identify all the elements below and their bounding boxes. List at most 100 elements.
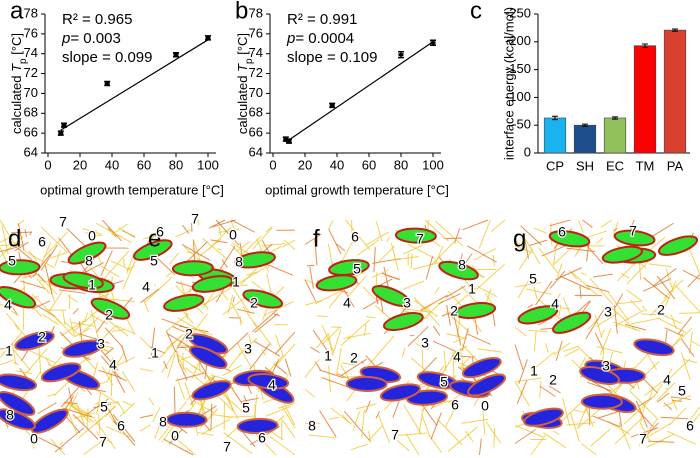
mesh-line	[577, 219, 584, 233]
y-tick-label: 76	[249, 25, 263, 40]
mesh-line	[635, 400, 648, 428]
mesh-line	[629, 390, 658, 420]
mesh-line	[154, 420, 162, 440]
mesh-line	[157, 335, 182, 360]
mesh-line	[405, 433, 420, 456]
mesh-line	[514, 245, 533, 254]
helix-blue	[62, 339, 104, 358]
mesh-line	[514, 344, 524, 371]
helix-green	[371, 285, 412, 308]
mesh-line	[41, 313, 59, 326]
mesh-line	[612, 221, 619, 237]
helix-label: 5	[100, 399, 108, 415]
panel-label: a	[10, 0, 24, 24]
mesh-line	[230, 219, 237, 233]
mesh-line	[0, 244, 23, 247]
mesh-line	[217, 245, 236, 274]
mesh-line	[639, 422, 651, 442]
mesh-line	[663, 280, 677, 311]
mesh-line	[367, 335, 395, 366]
mesh-line	[453, 359, 470, 368]
mesh-line	[345, 219, 371, 250]
mesh-line	[100, 265, 120, 278]
x-tick-label: 40	[330, 157, 344, 172]
mesh-line	[352, 411, 361, 432]
mesh-line	[319, 369, 344, 379]
mesh-line	[201, 418, 231, 435]
mesh-line	[142, 234, 163, 240]
mesh-line	[193, 400, 215, 414]
mesh-line	[340, 375, 360, 379]
mesh-line	[580, 272, 587, 276]
mesh-line	[168, 428, 183, 445]
x-tick-label: EC	[606, 158, 624, 173]
helix-blue	[579, 366, 620, 385]
y-tick-label: 78	[24, 5, 38, 20]
mesh-line	[60, 383, 82, 408]
mesh-line	[523, 234, 529, 259]
mesh-line	[94, 419, 116, 450]
fit-line	[60, 39, 209, 131]
helix-blue	[467, 373, 507, 397]
mesh-line	[304, 279, 317, 302]
mesh-line	[549, 219, 571, 227]
mesh-line	[462, 219, 489, 231]
helix-label: 4	[551, 296, 559, 312]
mesh-line	[373, 246, 376, 273]
mesh-line	[596, 237, 604, 245]
mesh-line	[514, 381, 530, 407]
mesh-line	[343, 411, 371, 442]
mesh-line	[446, 333, 468, 340]
mesh-line	[111, 280, 124, 285]
mesh-line	[328, 229, 342, 255]
helix-blue	[40, 362, 82, 383]
mesh-line	[543, 432, 567, 449]
mesh-line	[0, 236, 24, 258]
mesh-line	[553, 430, 560, 435]
x-axis-label: optimal growth temperature [°C]	[40, 182, 224, 197]
mesh-line	[0, 359, 14, 366]
mesh-line	[231, 219, 256, 233]
helix-green	[191, 275, 234, 293]
mesh-line	[445, 311, 470, 333]
mesh-line	[648, 440, 675, 443]
mesh-line	[150, 327, 156, 356]
y-tick-label: -250	[505, 5, 531, 20]
y-tick-label: -200	[505, 33, 531, 48]
mesh-line	[281, 399, 296, 426]
y-tick-label: -100	[505, 89, 531, 104]
mesh-line	[365, 316, 376, 319]
mesh-line	[72, 307, 79, 315]
mesh-line	[418, 406, 425, 434]
mesh-line	[528, 329, 548, 333]
helix-blue	[580, 393, 623, 410]
mesh-line	[321, 377, 351, 389]
helix-label: 7	[191, 211, 199, 227]
mesh-line	[687, 406, 700, 423]
y-axis-label-part: T	[9, 63, 24, 72]
mesh-line	[29, 437, 35, 450]
mesh-line	[273, 313, 280, 317]
mesh-line	[122, 400, 133, 406]
mesh-line	[252, 227, 273, 250]
helix-label: 7	[629, 223, 637, 239]
mesh-line	[527, 304, 534, 309]
helix-label: 1	[88, 277, 96, 293]
mesh-line	[20, 280, 46, 290]
mesh-line	[59, 441, 64, 446]
mesh-line	[434, 286, 440, 294]
mesh-line	[589, 277, 614, 305]
mesh-line	[662, 395, 692, 407]
mesh-line	[401, 308, 431, 313]
mesh-line	[593, 273, 614, 278]
helix-label: 5	[440, 374, 448, 390]
mesh-line	[104, 347, 114, 356]
y-tick-label: 68	[24, 105, 38, 120]
mesh-line	[516, 379, 528, 404]
mesh-line	[167, 353, 176, 379]
helix-label: 6	[451, 397, 459, 413]
x-tick-label: CP	[546, 158, 564, 173]
mesh-line	[175, 228, 194, 238]
mesh-line	[336, 243, 346, 252]
helix-label: 4	[4, 297, 12, 313]
